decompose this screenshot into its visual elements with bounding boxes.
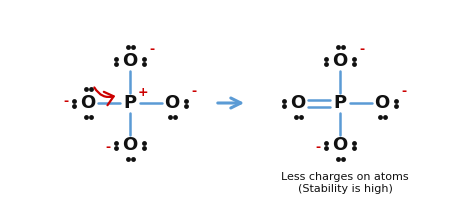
Text: +: + (138, 86, 148, 100)
FancyArrowPatch shape (94, 88, 114, 105)
Text: O: O (333, 52, 347, 70)
Text: -: - (315, 140, 320, 154)
Text: (Stability is high): (Stability is high) (297, 184, 392, 194)
Text: P: P (333, 94, 346, 112)
Text: Less charges on atoms: Less charges on atoms (281, 172, 409, 182)
Text: -: - (401, 84, 406, 97)
Text: -: - (360, 43, 364, 55)
Text: O: O (333, 136, 347, 154)
Text: -: - (191, 84, 197, 97)
Text: O: O (122, 52, 138, 70)
Text: O: O (81, 94, 95, 112)
Text: O: O (122, 136, 138, 154)
Text: -: - (63, 95, 68, 108)
Text: O: O (290, 94, 306, 112)
Text: P: P (123, 94, 136, 112)
Text: O: O (164, 94, 180, 112)
Text: -: - (149, 43, 154, 55)
Text: O: O (374, 94, 390, 112)
Text: -: - (105, 140, 111, 154)
